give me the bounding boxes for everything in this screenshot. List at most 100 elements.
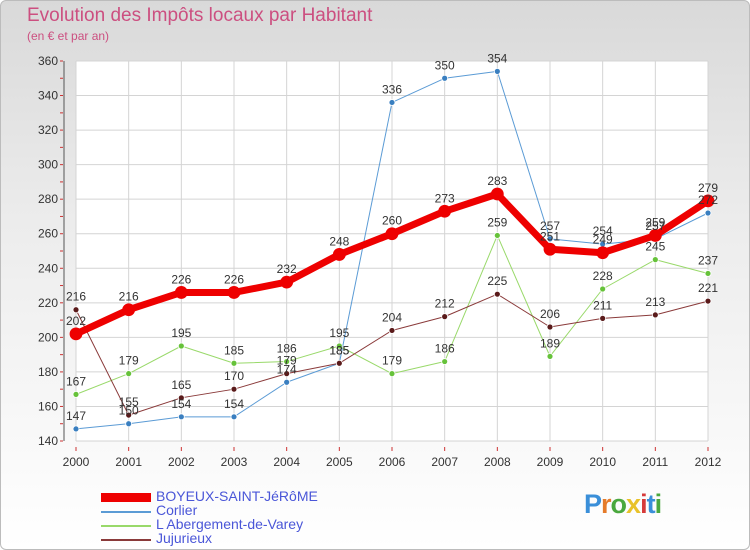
data-point xyxy=(441,358,449,365)
data-label: 232 xyxy=(277,262,297,276)
data-label: 251 xyxy=(540,229,560,243)
data-point xyxy=(704,270,712,277)
x-tick-label: 2011 xyxy=(642,455,668,469)
x-tick-label: 2009 xyxy=(537,455,564,469)
logo-letter: o xyxy=(610,489,627,519)
data-label: 154 xyxy=(224,397,244,411)
data-point xyxy=(438,204,452,218)
data-label: 216 xyxy=(119,290,139,304)
y-tick-label: 200 xyxy=(38,330,58,344)
data-label: 257 xyxy=(645,219,665,233)
data-label: 154 xyxy=(171,397,191,411)
data-label: 189 xyxy=(540,336,560,350)
logo-letter: P xyxy=(584,489,602,519)
data-point xyxy=(493,67,501,75)
data-point xyxy=(546,352,554,360)
data-label: 213 xyxy=(645,295,665,309)
data-label: 226 xyxy=(171,272,191,286)
data-label: 259 xyxy=(645,215,665,229)
legend-swatch-jujurieux xyxy=(101,539,151,541)
data-label: 259 xyxy=(487,215,507,229)
data-point xyxy=(230,359,238,367)
data-label: 226 xyxy=(224,272,244,286)
x-tick-label: 2003 xyxy=(221,455,248,469)
y-tick-label: 320 xyxy=(38,123,58,137)
data-label: 202 xyxy=(66,314,86,328)
data-label: 221 xyxy=(698,281,718,295)
x-tick-label: 2006 xyxy=(379,455,406,469)
data-point xyxy=(599,314,607,322)
data-point xyxy=(125,420,133,428)
y-tick-label: 280 xyxy=(38,192,58,206)
data-point xyxy=(651,311,659,319)
data-label: 350 xyxy=(435,58,455,72)
y-tick-label: 300 xyxy=(38,158,58,172)
data-point xyxy=(335,359,343,367)
legend-label-jujurieux: Jujurieux xyxy=(156,530,213,546)
data-label: 167 xyxy=(66,374,86,388)
legend-swatch-boyeux xyxy=(101,493,151,502)
data-label: 150 xyxy=(119,404,139,418)
data-label: 283 xyxy=(487,174,507,188)
x-tick-label: 2004 xyxy=(273,455,300,469)
data-point xyxy=(441,74,449,82)
y-tick-label: 240 xyxy=(38,261,58,275)
data-point xyxy=(596,246,610,260)
x-tick-label: 2002 xyxy=(168,455,195,469)
data-point xyxy=(72,425,80,433)
y-tick-label: 220 xyxy=(38,296,58,310)
data-point xyxy=(177,342,185,350)
x-tick-label: 2001 xyxy=(115,455,142,469)
logo-letter: r xyxy=(601,489,611,519)
data-label: 147 xyxy=(66,409,86,423)
data-label: 237 xyxy=(698,253,718,267)
data-point xyxy=(493,232,501,239)
data-label: 195 xyxy=(171,326,191,340)
data-label: 179 xyxy=(119,354,139,368)
data-point xyxy=(543,242,557,256)
data-label: 228 xyxy=(593,269,613,283)
data-label: 245 xyxy=(645,240,665,254)
data-point xyxy=(125,370,133,378)
data-point xyxy=(283,378,291,386)
data-label: 260 xyxy=(382,214,402,228)
data-label: 155 xyxy=(119,395,139,409)
x-tick-label: 2005 xyxy=(326,455,353,469)
data-point xyxy=(704,297,712,305)
data-point xyxy=(69,327,83,341)
data-point xyxy=(227,286,241,299)
data-label: 212 xyxy=(435,297,455,311)
x-tick-label: 2008 xyxy=(484,455,511,469)
data-point xyxy=(122,303,136,317)
x-tick-label: 2012 xyxy=(695,455,722,469)
data-point xyxy=(385,227,399,241)
data-label: 272 xyxy=(698,193,718,207)
data-label: 204 xyxy=(382,310,402,324)
chart-subtitle: (en € et par an) xyxy=(27,29,110,43)
data-point xyxy=(177,413,185,421)
data-point xyxy=(546,323,554,331)
x-tick-label: 2000 xyxy=(63,455,90,469)
data-point xyxy=(493,290,501,298)
data-label: 257 xyxy=(540,219,560,233)
data-point xyxy=(704,209,712,217)
x-tick-label: 2010 xyxy=(589,455,616,469)
data-label: 186 xyxy=(277,342,297,356)
y-tick-label: 180 xyxy=(38,365,58,379)
data-label: 254 xyxy=(593,224,613,238)
legend-swatch-abergement xyxy=(101,525,151,527)
data-point xyxy=(72,390,80,398)
legend-label-abergement: L Abergement-de-Varey xyxy=(156,516,304,532)
data-label: 185 xyxy=(329,343,349,357)
data-point xyxy=(177,394,185,402)
legend-label-corlier: Corlier xyxy=(156,502,198,518)
data-label: 195 xyxy=(329,326,349,340)
data-point xyxy=(388,370,396,378)
data-point xyxy=(388,327,396,334)
data-point xyxy=(441,313,449,321)
data-point xyxy=(648,229,662,242)
y-tick-label: 340 xyxy=(38,89,58,103)
data-label: 186 xyxy=(435,342,455,356)
